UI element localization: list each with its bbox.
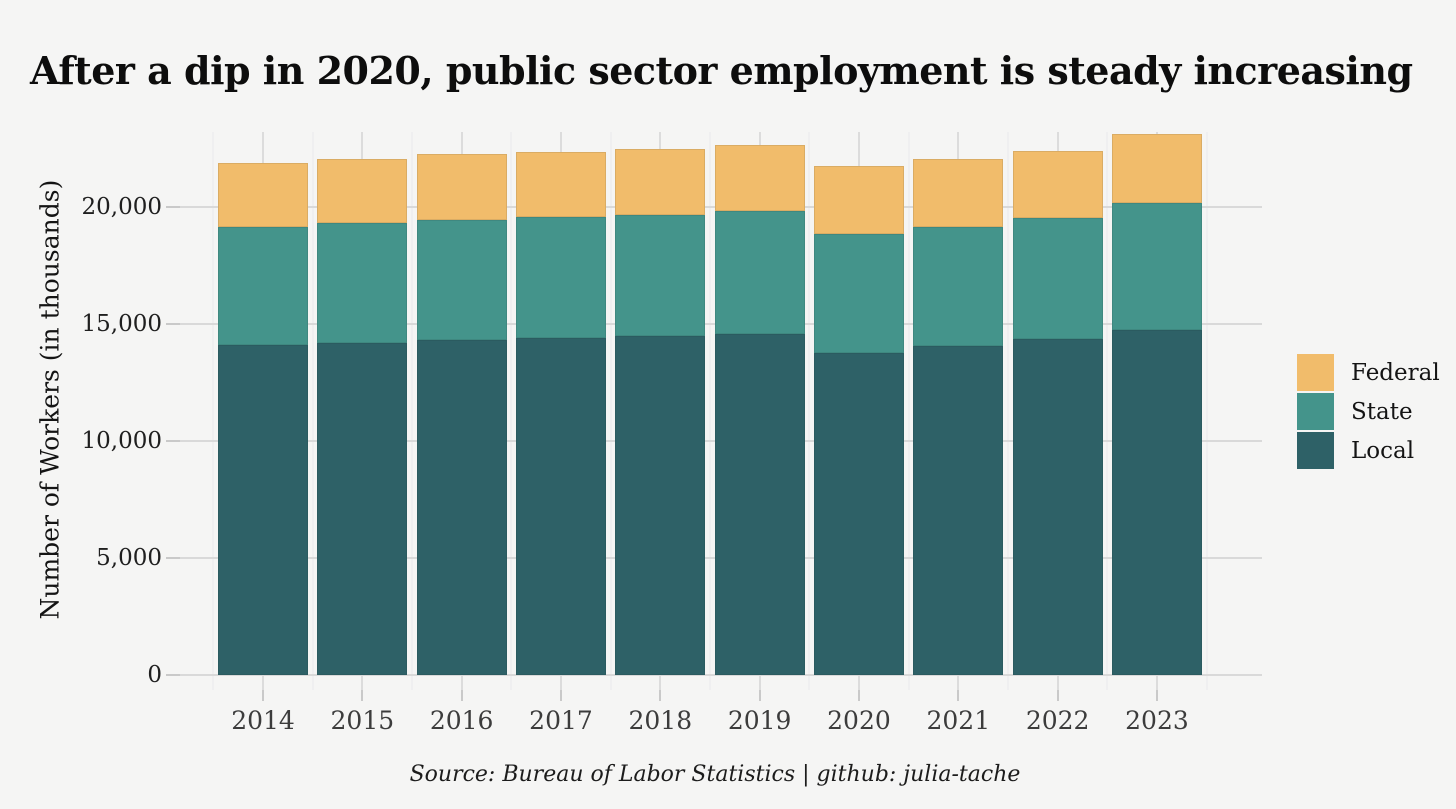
legend-item-state: State [1297,393,1440,430]
bar-segment-federal-2023 [1111,134,1202,203]
legend-item-local: Local [1297,432,1440,469]
bar-segment-local-2018 [615,335,706,675]
x-tick-label-2017: 2017 [529,706,593,735]
legend-label-local: Local [1351,437,1415,464]
bar-segment-federal-2015 [317,158,408,224]
y-axis-tick [166,674,180,676]
gridline-vertical-minor [708,132,711,690]
x-tick-label-2022: 2022 [1025,706,1090,735]
bar-segment-state-2017 [515,217,606,338]
y-tick-label-20000: 20,000 [81,194,162,220]
x-tick-label-2020: 2020 [827,706,891,735]
gridline-vertical-minor [1205,132,1208,690]
gridline-vertical-minor [609,132,612,690]
bar-segment-state-2016 [416,219,507,340]
gridline-vertical-minor [410,132,413,690]
bar-segment-local-2022 [1012,338,1103,675]
gridline-vertical-minor [1106,132,1109,690]
bar-segment-federal-2019 [714,145,805,212]
x-tick-label-2018: 2018 [628,706,693,735]
bar-segment-federal-2022 [1012,151,1103,219]
bar-segment-local-2021 [913,346,1004,675]
bar-segment-state-2020 [813,234,904,354]
x-tick-label-2015: 2015 [330,706,395,735]
y-tick-label-0: 0 [147,662,162,688]
bar-segment-state-2022 [1012,218,1103,339]
x-tick-label-2021: 2021 [926,706,991,735]
y-tick-label-5000: 5,000 [96,545,162,571]
gridline-vertical-minor [311,132,314,690]
legend-label-federal: Federal [1351,359,1440,386]
legend-label-state: State [1351,398,1413,425]
bar-segment-state-2023 [1111,202,1202,330]
bar-segment-state-2014 [218,226,308,346]
legend-swatch-state [1297,393,1334,430]
gridline-vertical-minor [510,132,513,690]
x-tick-label-2023: 2023 [1125,706,1189,735]
gridline-vertical-minor [1006,132,1009,690]
legend-swatch-local [1297,432,1334,469]
bar-segment-state-2015 [317,223,408,343]
x-axis-tick [1155,690,1158,701]
x-axis-tick [659,690,662,701]
y-axis-tick [166,323,180,325]
x-axis-tick [262,690,264,701]
bar-segment-local-2019 [714,333,805,675]
x-axis-tick [460,690,463,701]
y-axis-tick [166,440,180,442]
legend: Federal State Local [1297,354,1440,471]
bar-segment-federal-2021 [913,159,1004,228]
bar-segment-federal-2018 [615,149,706,215]
bar-segment-federal-2017 [515,151,606,218]
x-axis-tick [361,690,364,701]
gridline-horizontal [180,674,1262,676]
bar-segment-state-2019 [714,211,805,334]
bar-segment-federal-2016 [416,154,507,220]
gridline-vertical-minor [212,132,215,690]
bar-segment-local-2023 [1111,329,1202,675]
gridline-vertical-minor [808,132,811,690]
x-tick-label-2016: 2016 [429,706,494,735]
x-axis-tick [758,690,761,701]
x-tick-label-2014: 2014 [231,706,295,735]
bar-segment-local-2017 [515,337,606,675]
bar-segment-local-2016 [416,339,507,675]
source-caption: Source: Bureau of Labor Statistics | git… [409,762,1021,787]
y-axis-tick [166,206,180,208]
x-axis-tick [957,690,960,701]
bar-segment-local-2014 [218,345,308,675]
legend-swatch-federal [1297,354,1334,391]
bar-segment-local-2020 [813,353,904,675]
x-axis-tick [559,690,562,701]
x-tick-label-2019: 2019 [727,706,792,735]
bar-segment-state-2021 [913,227,1004,347]
y-tick-label-15000: 15,000 [81,311,162,337]
bar-segment-state-2018 [615,214,706,336]
legend-item-federal: Federal [1297,354,1440,391]
chart-title: After a dip in 2020, public sector emplo… [30,48,1413,93]
y-tick-label-10000: 10,000 [81,428,162,454]
gridline-vertical-minor [907,132,910,690]
x-axis-tick [857,690,860,701]
bar-segment-local-2015 [317,342,408,675]
bar-segment-federal-2020 [813,165,904,235]
y-axis-tick [166,557,180,559]
x-axis-tick [1056,690,1059,701]
bar-segment-federal-2014 [218,162,308,227]
